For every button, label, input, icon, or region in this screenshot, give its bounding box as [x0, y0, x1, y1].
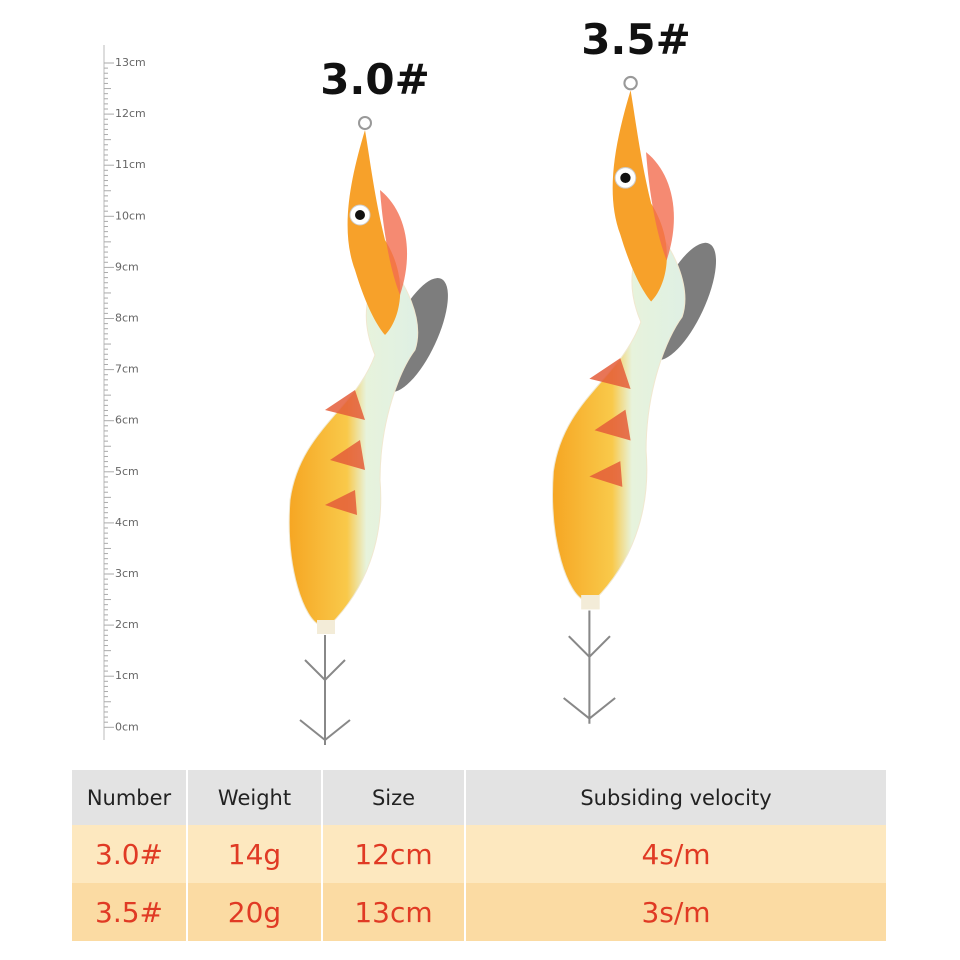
- row: 3.5# 20g 13cm 3s/m: [72, 883, 888, 941]
- row: 3.0# 14g 12cm 4s/m: [72, 825, 888, 883]
- cell: 3.0#: [72, 825, 188, 883]
- ruler-label: 5cm: [115, 465, 139, 478]
- header-row: Number Weight Size Subsiding velocity: [72, 770, 888, 825]
- ruler-label: 8cm: [115, 312, 139, 325]
- header-cell: Number: [72, 770, 188, 825]
- cell: 4s/m: [465, 825, 888, 883]
- ruler-label: 3cm: [115, 567, 139, 580]
- lure-image: [551, 75, 731, 725]
- cell: 3s/m: [465, 883, 888, 941]
- header-cell: Subsiding velocity: [465, 770, 888, 825]
- header-cell: Size: [322, 770, 466, 825]
- ruler-label: 6cm: [115, 414, 139, 427]
- cell: 14g: [187, 825, 323, 883]
- ruler-label: 9cm: [115, 260, 139, 273]
- ruler-label: 0cm: [115, 720, 139, 733]
- ruler-label: 10cm: [115, 209, 146, 222]
- header-cell: Weight: [187, 770, 323, 825]
- ruler-label: 1cm: [115, 669, 139, 682]
- lure-label: 3.5#: [581, 15, 691, 64]
- illustration: 13cm 12cm 11cm 10cm 9cm 8cm 7cm 6cm 5cm 4cm 3cm 2cm…: [103, 15, 731, 746]
- cell: 13cm: [322, 883, 466, 941]
- spec-table: Number Weight Size Subsiding velocity 3.…: [72, 770, 888, 941]
- ruler-label: 11cm: [115, 158, 146, 171]
- ruler-label: 2cm: [115, 618, 139, 631]
- lure-label: 3.0#: [320, 55, 430, 104]
- ruler-label: 7cm: [115, 363, 139, 376]
- ruler-label: 12cm: [115, 107, 146, 120]
- cell: 12cm: [322, 825, 466, 883]
- ruler-label: 13cm: [115, 56, 146, 69]
- ruler-label: 4cm: [115, 516, 139, 529]
- cell: 20g: [187, 883, 323, 941]
- lure-image: [288, 116, 463, 746]
- cell: 3.5#: [72, 883, 188, 941]
